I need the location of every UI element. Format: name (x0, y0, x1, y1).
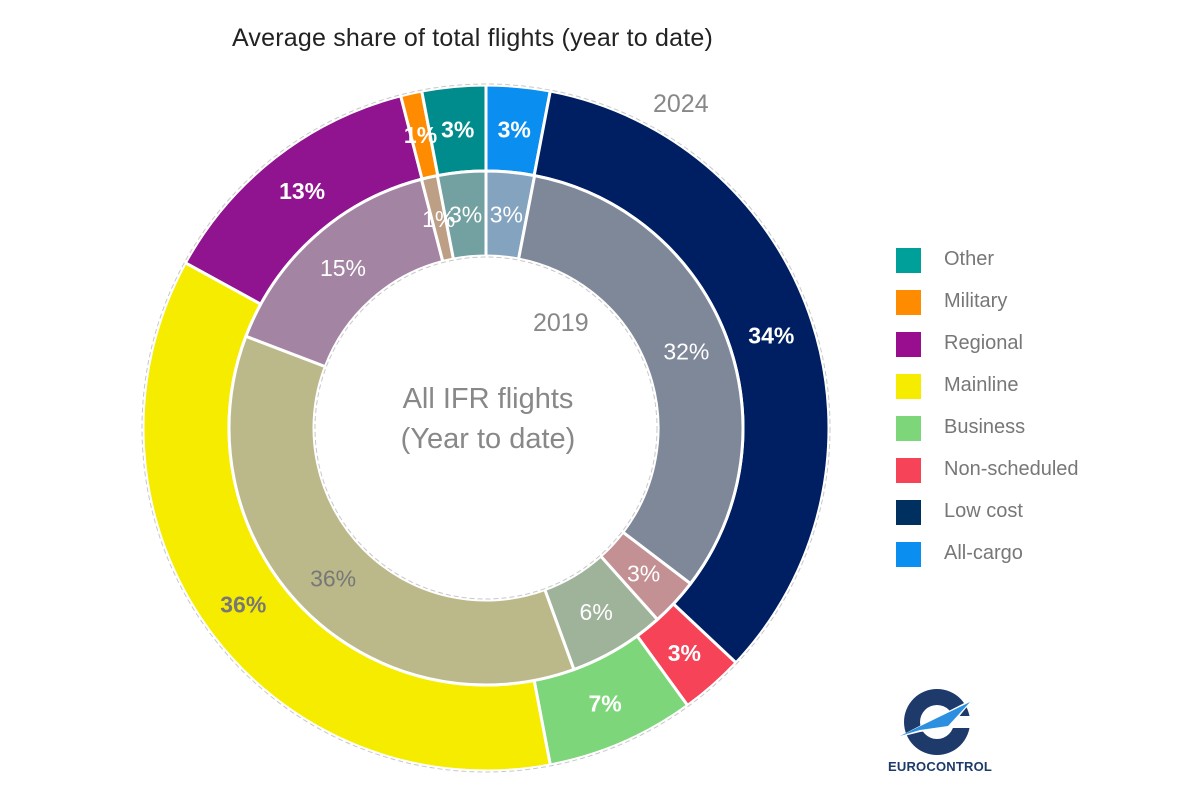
data-label-2019-mainline: 36% (310, 565, 356, 591)
legend-swatch (896, 247, 921, 273)
data-label-2019-all-cargo: 3% (490, 201, 523, 227)
slice-2024-mainline[interactable] (141, 260, 553, 773)
center-label-line-2: (Year to date) (401, 423, 576, 455)
series-label-2019: 2019 (533, 309, 589, 337)
legend-label: Mainline (944, 374, 1019, 396)
data-label-2019-military: 1% (422, 206, 455, 232)
logo-text: EUROCONTROL (888, 759, 993, 774)
legend-label: Regional (944, 332, 1023, 354)
legend-item-low-cost[interactable]: Low cost (896, 498, 1023, 526)
data-label-2024-military: 1% (404, 122, 437, 148)
data-label-2024-other: 3% (441, 116, 474, 142)
data-label-2019-regional: 15% (320, 255, 366, 281)
data-label-2024-all-cargo: 3% (498, 116, 531, 142)
legend-swatch (896, 541, 921, 567)
legend-swatch (896, 331, 921, 357)
eurocontrol-logo: EUROCONTROL (888, 682, 993, 777)
legend-item-mainline[interactable]: Mainline (896, 372, 1018, 400)
legend-label: Military (944, 290, 1008, 312)
legend-label: All-cargo (944, 542, 1023, 564)
legend-item-military[interactable]: Military (896, 288, 1007, 316)
data-label-2019-other: 3% (449, 201, 482, 227)
slice-2019-low-cost[interactable] (516, 173, 745, 586)
data-label-2024-non-scheduled: 3% (668, 640, 701, 666)
data-label-2019-non-scheduled: 3% (627, 561, 660, 587)
data-label-2019-business: 6% (580, 599, 613, 625)
data-label-2019-low-cost: 32% (663, 338, 709, 364)
eurocontrol-logo-icon (896, 689, 974, 755)
chart-title: Average share of total flights (year to … (232, 24, 714, 52)
legend-item-regional[interactable]: Regional (896, 330, 1023, 358)
legend-item-non-scheduled[interactable]: Non-scheduled (896, 456, 1079, 484)
legend-label: Other (944, 248, 995, 270)
center-label-line-1: All IFR flights (403, 383, 574, 415)
slice-2019-other[interactable] (435, 169, 488, 261)
legend-swatch (896, 499, 921, 525)
series-label-2024: 2024 (653, 90, 709, 118)
legend-item-business[interactable]: Business (896, 414, 1025, 442)
ring-guide-circle (314, 256, 658, 600)
legend-swatch (896, 457, 921, 483)
data-label-2024-regional: 13% (279, 178, 325, 204)
data-label-2024-business: 7% (589, 690, 622, 716)
legend-label: Non-scheduled (944, 458, 1079, 480)
data-label-2024-low-cost: 34% (748, 322, 794, 348)
legend-swatch (896, 415, 921, 441)
legend-label: Low cost (944, 500, 1023, 522)
ring-guide-circle (141, 83, 831, 773)
legend-item-all-cargo[interactable]: All-cargo (896, 540, 1023, 568)
slice-2019-mainline[interactable] (227, 334, 576, 687)
legend-item-other[interactable]: Other (896, 246, 994, 274)
legend-swatch (896, 373, 921, 399)
legend-swatch (896, 289, 921, 315)
legend-label: Business (944, 416, 1026, 438)
data-label-2024-mainline: 36% (220, 591, 266, 617)
